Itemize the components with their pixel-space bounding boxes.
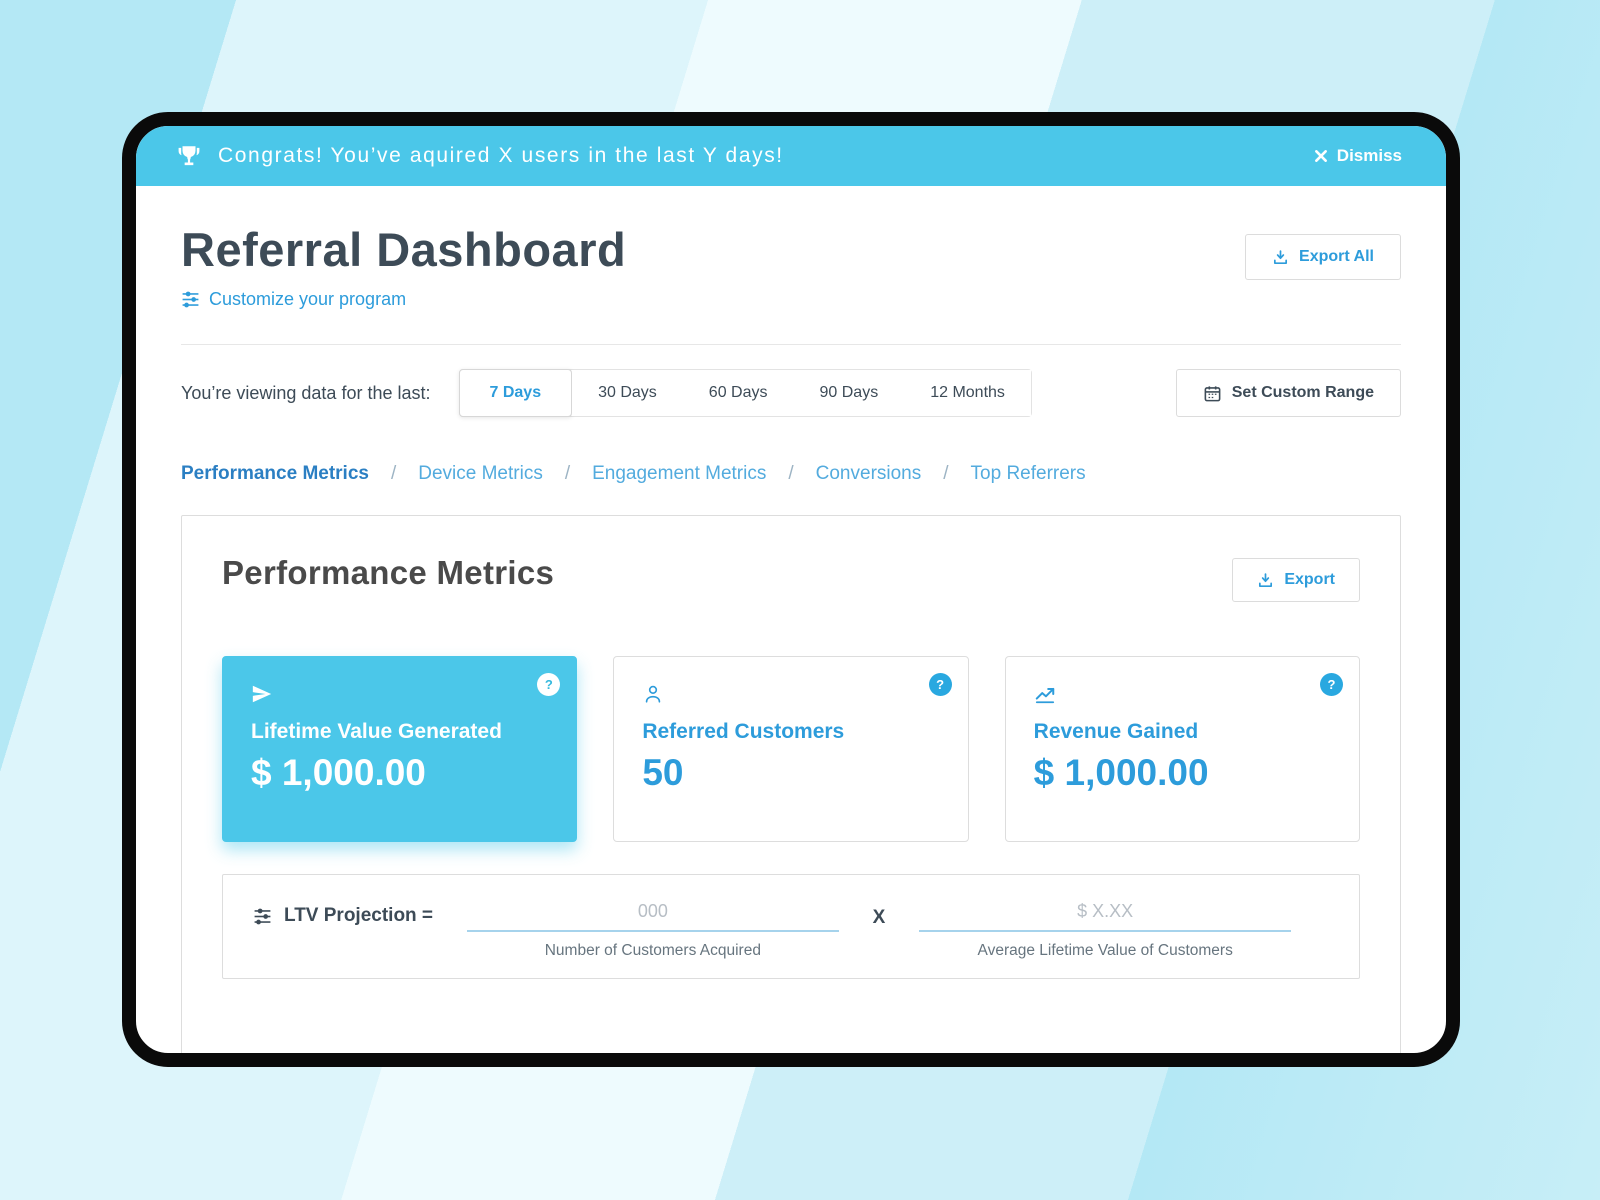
sliders-icon <box>181 290 200 309</box>
export-button[interactable]: Export <box>1232 558 1360 602</box>
performance-metrics-panel: Performance Metrics Export ? <box>181 515 1401 1053</box>
average-ltv-field: Average Lifetime Value of Customers <box>919 901 1291 960</box>
tab-separator: / <box>943 463 949 484</box>
help-badge[interactable]: ? <box>1319 673 1343 696</box>
export-label: Export <box>1284 571 1335 588</box>
panel-title: Performance Metrics <box>222 554 555 591</box>
average-ltv-caption: Average Lifetime Value of Customers <box>977 942 1233 959</box>
tab-separator: / <box>788 463 794 484</box>
person-icon <box>642 683 664 705</box>
trophy-icon <box>176 143 202 169</box>
banner-message: Congrats! You’ve aquired X users in the … <box>218 144 784 167</box>
export-all-button[interactable]: Export All <box>1245 234 1401 280</box>
ltv-projection-label: LTV Projection = <box>284 905 434 926</box>
customers-acquired-input[interactable] <box>467 901 839 932</box>
customize-label: Customize your program <box>209 289 407 309</box>
page-header: Referral Dashboard Customize your progra… <box>181 222 1401 314</box>
tab-performance-metrics[interactable]: Performance Metrics <box>181 463 369 484</box>
download-icon <box>1272 249 1289 266</box>
metric-value: 50 <box>642 752 684 793</box>
metric-value: $ 1,000.00 <box>251 752 426 793</box>
customize-program-link[interactable]: Customize your program <box>181 289 406 310</box>
tab-separator: / <box>390 463 397 484</box>
dismiss-button[interactable]: Dismiss <box>1314 146 1402 166</box>
set-custom-range-button[interactable]: Set Custom Range <box>1175 369 1401 417</box>
calendar-icon <box>1203 384 1222 403</box>
section-divider <box>181 344 1401 345</box>
ltv-projection-row: LTV Projection = Number of Customers Acq… <box>222 874 1360 979</box>
time-range-row: You’re viewing data for the last: 7 Days… <box>181 369 1401 417</box>
metric-cards: ? Lifetime Value Generated $ 1,000.00 ? <box>222 656 1360 842</box>
tab-conversions[interactable]: Conversions <box>815 463 922 484</box>
panel-header: Performance Metrics Export <box>222 554 1360 602</box>
ltv-label-group: LTV Projection = <box>253 905 433 927</box>
sliders-icon <box>253 907 272 926</box>
dismiss-label: Dismiss <box>1336 146 1402 165</box>
title-block: Referral Dashboard Customize your progra… <box>181 222 626 314</box>
banner-message-group: Congrats! You’ve aquired X users in the … <box>176 143 784 169</box>
metric-value: $ 1,000.00 <box>1033 752 1209 793</box>
metric-label: Lifetime Value Generated <box>251 720 502 743</box>
notification-banner: Congrats! You’ve aquired X users in the … <box>136 126 1446 186</box>
metric-label: Revenue Gained <box>1033 720 1199 743</box>
customers-acquired-caption: Number of Customers Acquired <box>544 942 761 959</box>
page-title: Referral Dashboard <box>181 223 627 276</box>
customers-acquired-field: Number of Customers Acquired <box>467 901 839 960</box>
metric-card-revenue-gained: ? Revenue Gained $ 1,000.00 <box>1004 656 1360 842</box>
average-ltv-input[interactable] <box>919 901 1291 932</box>
help-badge[interactable]: ? <box>928 673 952 696</box>
tab-engagement-metrics[interactable]: Engagement Metrics <box>592 463 767 484</box>
range-segmented-control: 7 Days 30 Days 60 Days 90 Days 12 Months <box>458 369 1032 417</box>
tab-top-referrers[interactable]: Top Referrers <box>970 463 1086 484</box>
help-badge[interactable]: ? <box>537 673 561 696</box>
close-icon <box>1314 149 1328 163</box>
download-icon <box>1257 572 1274 589</box>
set-custom-range-label: Set Custom Range <box>1231 384 1374 401</box>
send-icon <box>251 683 273 705</box>
tab-device-metrics[interactable]: Device Metrics <box>418 463 543 484</box>
range-option-60-days[interactable]: 60 Days <box>682 370 794 416</box>
range-option-90-days[interactable]: 90 Days <box>793 370 905 416</box>
range-label: You’re viewing data for the last: <box>181 382 431 403</box>
metrics-tab-bar: Performance Metrics / Device Metrics / E… <box>181 463 1401 485</box>
range-option-12-months[interactable]: 12 Months <box>904 370 1031 416</box>
range-option-7-days[interactable]: 7 Days <box>458 369 573 417</box>
multiply-operator: X <box>872 907 886 928</box>
metric-card-lifetime-value: ? Lifetime Value Generated $ 1,000.00 <box>222 656 578 842</box>
range-option-30-days[interactable]: 30 Days <box>572 370 683 416</box>
metric-card-referred-customers: ? Referred Customers 50 <box>613 656 969 842</box>
app-window: Congrats! You’ve aquired X users in the … <box>122 112 1460 1067</box>
metric-label: Referred Customers <box>642 720 845 743</box>
tab-separator: / <box>564 463 571 484</box>
export-all-label: Export All <box>1299 248 1374 265</box>
main-content: Referral Dashboard Customize your progra… <box>136 186 1446 1053</box>
chart-icon <box>1034 683 1056 705</box>
